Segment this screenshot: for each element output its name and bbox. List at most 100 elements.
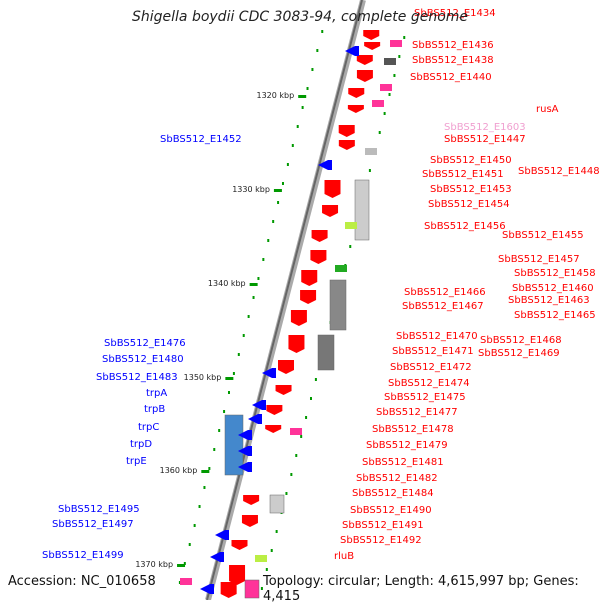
scale-dot bbox=[277, 201, 280, 204]
forward-gene-arrow bbox=[290, 310, 307, 326]
forward-gene-label: SbBS512_E1447 bbox=[444, 134, 526, 145]
forward-gene-arrow bbox=[265, 425, 282, 433]
reverse-gene-label: trpB bbox=[144, 404, 165, 415]
scale-dot bbox=[295, 454, 298, 457]
reverse-gene-arrow bbox=[238, 430, 252, 440]
reverse-gene-arrow bbox=[238, 446, 252, 456]
forward-gene-label: rusA bbox=[536, 104, 559, 115]
forward-gene-label: SbBS512_E1438 bbox=[412, 55, 494, 66]
scale-dot bbox=[281, 182, 284, 185]
forward-gene-label: SbBS512_E1492 bbox=[340, 535, 422, 546]
scale-dot bbox=[349, 245, 352, 248]
forward-gene-arrow bbox=[243, 495, 260, 505]
scale-tick-label: 1360 kbp bbox=[160, 466, 198, 475]
scale-dot bbox=[262, 258, 265, 261]
forward-gene-label: SbBS512_E1478 bbox=[372, 424, 454, 435]
forward-gene-arrow bbox=[338, 125, 355, 137]
gene-marker bbox=[345, 222, 357, 229]
reverse-gene-arrow bbox=[210, 552, 224, 562]
scale-dot bbox=[311, 68, 314, 71]
scale-dot bbox=[286, 163, 289, 166]
scale-dot bbox=[291, 144, 294, 147]
forward-gene-label: SbBS512_E1466 bbox=[404, 287, 486, 298]
forward-gene-arrow bbox=[301, 270, 318, 286]
forward-gene-label: SbBS512_E1482 bbox=[356, 473, 438, 484]
scale-dot bbox=[237, 353, 240, 356]
forward-gene-label: SbBS512_E1474 bbox=[388, 378, 470, 389]
scale-dot bbox=[247, 315, 250, 318]
scale-dot bbox=[316, 49, 319, 52]
gene-marker bbox=[390, 40, 402, 47]
forward-gene-label: SbBS512_E1457 bbox=[498, 254, 580, 265]
forward-gene-arrow bbox=[324, 180, 341, 198]
reverse-gene-label: SbBS512_E1452 bbox=[160, 134, 242, 145]
reverse-gene-label: trpC bbox=[138, 422, 159, 433]
forward-gene-arrow bbox=[348, 88, 365, 98]
gene-block bbox=[354, 179, 370, 241]
scale-dot bbox=[265, 568, 268, 571]
forward-gene-arrow bbox=[338, 140, 355, 150]
gene-marker bbox=[335, 265, 347, 272]
scale-dot bbox=[300, 435, 303, 438]
scale-dot bbox=[290, 473, 293, 476]
reverse-gene-label: SbBS512_E1480 bbox=[102, 354, 184, 365]
forward-gene-label: SbBS512_E1468 bbox=[480, 335, 562, 346]
reverse-gene-label: SbBS512_E1497 bbox=[52, 519, 134, 530]
forward-gene-label: SbBS512_E1460 bbox=[512, 283, 594, 294]
forward-gene-arrow bbox=[220, 582, 237, 598]
forward-gene-label: SbBS512_E1471 bbox=[392, 346, 474, 357]
forward-gene-arrow bbox=[347, 105, 364, 113]
forward-gene-label: SbBS512_E1458 bbox=[514, 268, 596, 279]
reverse-gene-arrow bbox=[248, 414, 262, 424]
scale-dot bbox=[223, 410, 226, 413]
scale-dot bbox=[275, 530, 278, 533]
scale-dot bbox=[198, 505, 201, 508]
reverse-gene-label: SbBS512_E1499 bbox=[42, 550, 124, 561]
forward-gene-label: SbBS512_E1470 bbox=[396, 331, 478, 342]
forward-gene-label: SbBS512_E1448 bbox=[518, 166, 600, 177]
forward-gene-label: SbBS512_E1465 bbox=[514, 310, 596, 321]
scale-dot bbox=[306, 87, 309, 90]
scale-dot bbox=[242, 334, 245, 337]
reverse-gene-arrow bbox=[345, 46, 359, 56]
scale-tick bbox=[225, 377, 234, 380]
forward-gene-label: SbBS512_E1475 bbox=[384, 392, 466, 403]
forward-gene-arrow bbox=[275, 385, 292, 395]
scale-dot bbox=[383, 112, 386, 115]
scale-dot bbox=[285, 492, 288, 495]
scale-dot bbox=[257, 277, 260, 280]
scale-tick bbox=[201, 470, 210, 473]
reverse-gene-label: trpA bbox=[146, 388, 167, 399]
gene-marker bbox=[290, 428, 302, 435]
forward-gene-label: SbBS512_E1469 bbox=[478, 348, 560, 359]
forward-gene-label: SbBS512_E1434 bbox=[414, 8, 496, 19]
gene-block bbox=[244, 579, 260, 599]
scale-dot bbox=[188, 543, 191, 546]
scale-dot bbox=[301, 106, 304, 109]
scale-dot bbox=[296, 125, 299, 128]
forward-gene-label: SbBS512_E1484 bbox=[352, 488, 434, 499]
forward-gene-label: SbBS512_E1451 bbox=[422, 169, 504, 180]
reverse-gene-label: SbBS512_E1483 bbox=[96, 372, 178, 383]
forward-gene-arrow bbox=[356, 55, 373, 65]
scale-dot bbox=[393, 74, 396, 77]
gene-marker bbox=[380, 84, 392, 91]
reverse-gene-label: trpD bbox=[130, 439, 152, 450]
scale-dot bbox=[178, 581, 181, 584]
scale-dot bbox=[227, 391, 230, 394]
scale-tick bbox=[249, 283, 258, 286]
forward-gene-label: SbBS512_E1440 bbox=[410, 72, 492, 83]
scale-dot bbox=[213, 448, 216, 451]
scale-dot bbox=[305, 416, 308, 419]
gene-block bbox=[269, 494, 285, 514]
gene-marker bbox=[372, 100, 384, 107]
forward-gene-label: SbBS512_E1479 bbox=[366, 440, 448, 451]
scale-tick bbox=[298, 95, 307, 98]
forward-gene-arrow bbox=[364, 42, 381, 50]
forward-gene-label: SbBS512_E1490 bbox=[350, 505, 432, 516]
reverse-gene-arrow bbox=[215, 530, 229, 540]
forward-gene-label: SbBS512_E1603 bbox=[444, 122, 526, 133]
forward-gene-label: SbBS512_E1472 bbox=[390, 362, 472, 373]
reverse-gene-arrow bbox=[252, 400, 266, 410]
